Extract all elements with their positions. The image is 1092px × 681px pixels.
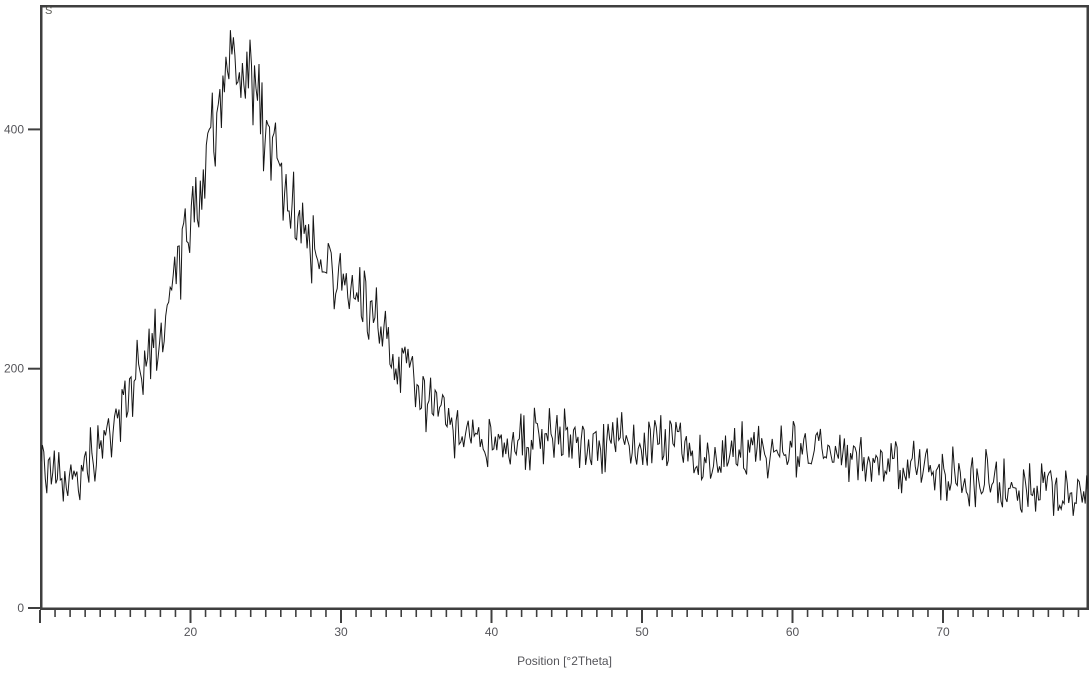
y-tick-label: 0 [17, 601, 24, 615]
x-tick-label: 30 [334, 625, 348, 639]
xrd-trace [41, 30, 1088, 516]
x-axis-title: Position [°2Theta] [517, 654, 612, 668]
plot-frame [40, 5, 1089, 610]
x-tick-label: 70 [936, 625, 950, 639]
x-tick-label: 60 [786, 625, 800, 639]
x-tick-label: 50 [635, 625, 649, 639]
x-tick-label: 20 [184, 625, 198, 639]
series-label: S [45, 5, 53, 17]
y-tick-label: 200 [4, 362, 24, 376]
y-tick-label: 400 [4, 122, 24, 136]
x-tick-label: 40 [485, 625, 499, 639]
